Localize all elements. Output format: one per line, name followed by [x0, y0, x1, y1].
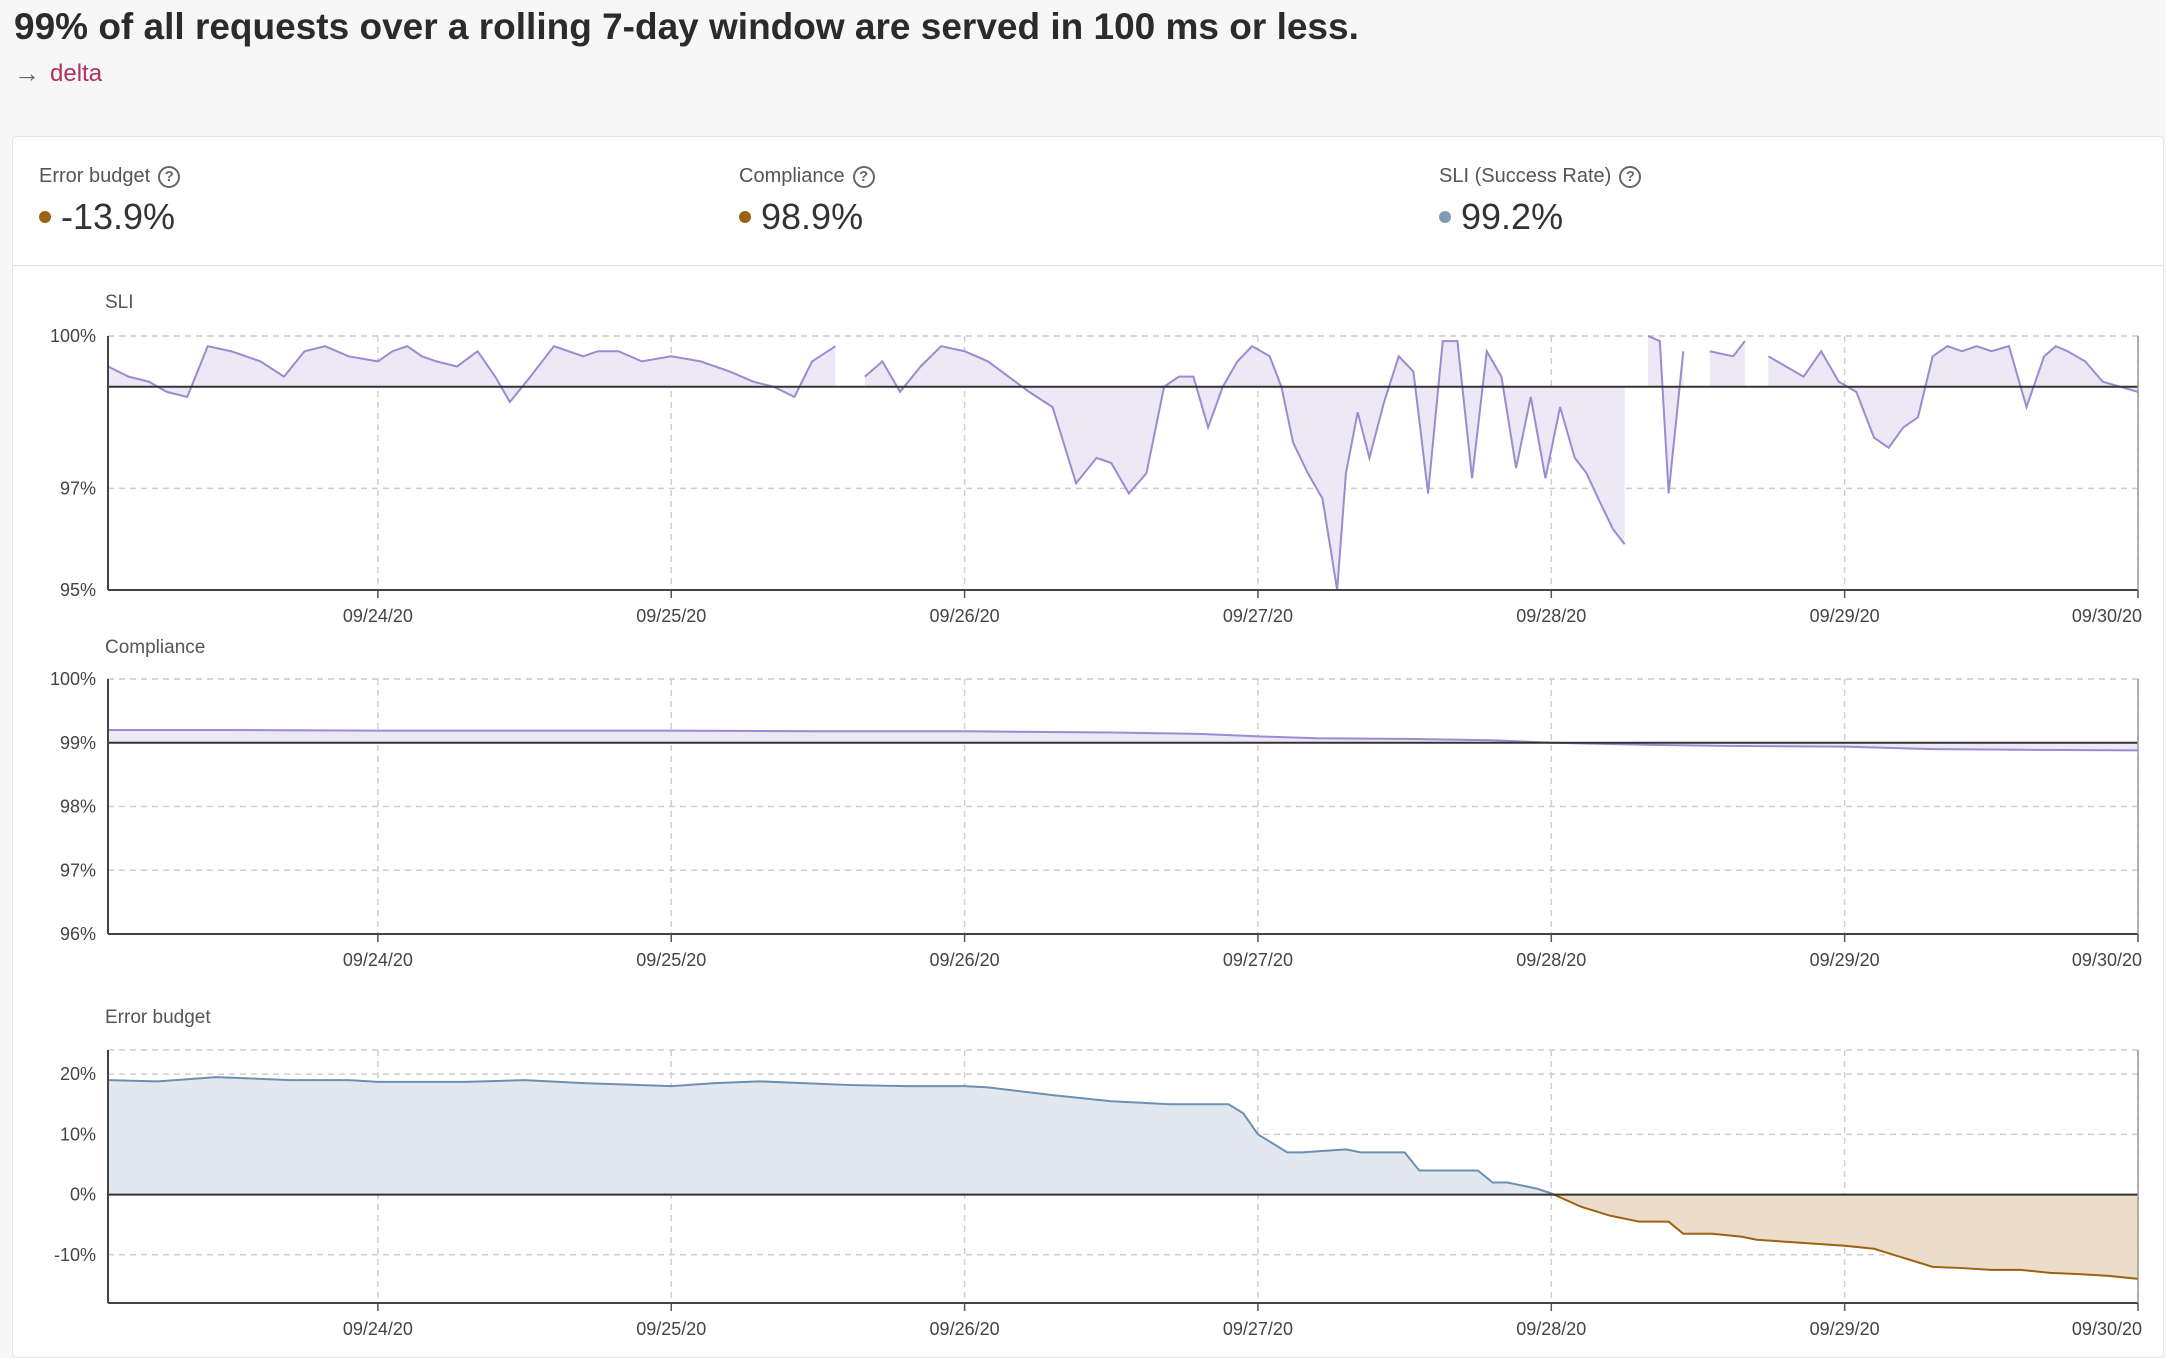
sli-xtick-label: 09/29/20 — [1810, 606, 1880, 626]
compliance-xtick-label: 09/27/20 — [1223, 950, 1293, 970]
sli-ytick-label: 97% — [60, 478, 96, 498]
error_budget-xtick-label: 09/28/20 — [1516, 1319, 1586, 1339]
status-dot-icon — [1439, 211, 1451, 223]
error_budget-ytick-label: 0% — [70, 1185, 96, 1205]
sli-xtick-label: 09/28/20 — [1516, 606, 1586, 626]
sli-series-line — [1767, 344, 2139, 450]
sli-xtick-label: 09/26/20 — [930, 606, 1000, 626]
compliance-ytick-label: 100% — [50, 669, 96, 689]
compliance-xtick-label: 09/24/20 — [343, 950, 413, 970]
help-icon[interactable]: ? — [158, 165, 181, 188]
compliance-xtick-label: 09/30/20 — [2072, 950, 2142, 970]
sli-series-line — [864, 340, 1626, 591]
stats-row: Error budget ? -13.9% Compliance ? 98.9%… — [13, 137, 2163, 266]
stat-value: -13.9% — [61, 196, 176, 237]
sli-series-area — [1648, 336, 1684, 494]
compliance-ytick-label: 99% — [60, 733, 96, 753]
error_budget-ytick-label: 10% — [60, 1124, 96, 1144]
stat-compliance: Compliance ? 98.9% — [739, 165, 875, 238]
compliance-ytick-label: 97% — [60, 860, 96, 880]
error_budget-xtick-label: 09/26/20 — [930, 1319, 1000, 1339]
stat-error-budget: Error budget ? -13.9% — [39, 165, 181, 238]
service-link[interactable]: delta — [50, 59, 103, 87]
status-dot-icon — [39, 211, 51, 223]
sli-series-area — [1768, 346, 2138, 448]
sli-ytick-label: 100% — [50, 326, 96, 346]
help-icon[interactable]: ? — [852, 165, 875, 188]
stat-value: 98.9% — [761, 196, 864, 237]
error-budget-positive-area — [108, 1077, 1554, 1195]
sli-chart-title: SLI — [105, 292, 134, 313]
sli-xtick-label: 09/30/20 — [2072, 606, 2142, 626]
compliance-series-area — [108, 730, 2138, 751]
sli-xtick-label: 09/25/20 — [636, 606, 706, 626]
stat-label: Error budget — [39, 165, 151, 187]
compliance-xtick-label: 09/29/20 — [1810, 950, 1880, 970]
error_budget-xtick-label: 09/25/20 — [636, 1319, 706, 1339]
help-icon[interactable]: ? — [1619, 165, 1642, 188]
error-budget-positive-line — [107, 1076, 1555, 1196]
error_budget-xtick-label: 09/27/20 — [1223, 1319, 1293, 1339]
sli-series-area — [1709, 341, 1745, 387]
compliance-xtick-label: 09/25/20 — [636, 950, 706, 970]
stat-label: Compliance — [739, 165, 845, 187]
arrow-right-icon: → — [14, 58, 40, 88]
compliance-series-line — [108, 729, 2139, 752]
compliance-xtick-label: 09/26/20 — [930, 950, 1000, 970]
sli-series-line — [1709, 340, 1746, 358]
status-dot-icon — [739, 211, 751, 223]
compliance-chart-title: Compliance — [105, 637, 206, 658]
error_budget-xtick-label: 09/30/20 — [2072, 1319, 2142, 1339]
error_budget-ytick-label: -10% — [54, 1245, 96, 1265]
stat-value: 99.2% — [1461, 196, 1564, 237]
error_budget-xtick-label: 09/24/20 — [343, 1319, 413, 1339]
compliance-ytick-label: 96% — [60, 924, 96, 944]
stat-sli: SLI (Success Rate) ? 99.2% — [1439, 165, 1642, 238]
stat-label: SLI (Success Rate) — [1439, 165, 1612, 187]
backlink: → delta — [14, 58, 102, 89]
sli-ytick-label: 95% — [60, 580, 96, 600]
sli-xtick-label: 09/24/20 — [343, 606, 413, 626]
sli-xtick-label: 09/27/20 — [1223, 606, 1293, 626]
sli-series-area — [864, 341, 1625, 590]
error-budget-negative-line — [1553, 1193, 2139, 1280]
error-budget-chart-title: Error budget — [105, 1007, 211, 1028]
compliance-xtick-label: 09/28/20 — [1516, 950, 1586, 970]
sli-series-line — [1647, 335, 1685, 494]
error-budget-negative-area — [1553, 1194, 2138, 1279]
page-title: 99% of all requests over a rolling 7-day… — [14, 6, 1359, 47]
error_budget-ytick-label: 20% — [60, 1064, 96, 1084]
sli-series-line — [107, 344, 837, 404]
error_budget-xtick-label: 09/29/20 — [1810, 1319, 1880, 1339]
compliance-ytick-label: 98% — [60, 797, 96, 817]
